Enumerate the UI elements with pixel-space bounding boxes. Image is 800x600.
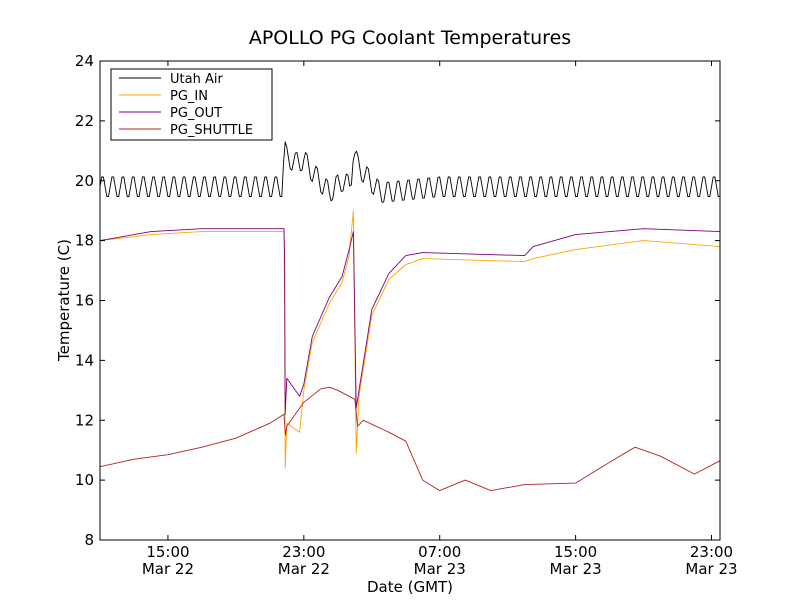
- x-tick-date-label: Mar 23: [414, 560, 466, 578]
- y-tick-label: 20: [75, 172, 94, 190]
- y-tick-label: 22: [75, 112, 94, 130]
- legend-label: PG_IN: [170, 89, 208, 104]
- x-tick-time-label: 15:00: [146, 543, 189, 561]
- legend-label: PG_SHUTTLE: [170, 123, 253, 138]
- x-tick-date-label: Mar 22: [278, 560, 330, 578]
- x-tick-time-label: 07:00: [418, 543, 461, 561]
- x-tick-date-label: Mar 22: [142, 560, 194, 578]
- series-line-utah-air: [99, 141, 720, 203]
- y-tick-label: 14: [75, 351, 94, 369]
- x-tick-time-label: 15:00: [554, 543, 597, 561]
- y-axis: 8 10 12 14 16 18 20 22 24: [75, 52, 720, 549]
- legend-label: Utah Air: [170, 72, 223, 87]
- y-tick-label: 12: [75, 411, 94, 429]
- x-tick-time-label: 23:00: [282, 543, 325, 561]
- y-tick-label: 24: [75, 52, 94, 70]
- legend: Utah Air PG_IN PG_OUT PG_SHUTTLE: [110, 68, 273, 141]
- y-tick-label: 16: [75, 292, 94, 310]
- y-tick-label: 8: [84, 531, 94, 549]
- x-tick-date-label: Mar 23: [550, 560, 602, 578]
- series-line-pg-out: [99, 228, 721, 415]
- series-line-pg-shuttle: [99, 386, 721, 492]
- legend-label: PG_OUT: [170, 106, 222, 121]
- y-tick-label: 10: [75, 471, 94, 489]
- x-tick-time-label: 23:00: [690, 543, 733, 561]
- legend-box: [110, 68, 273, 141]
- series-layer: [99, 141, 721, 492]
- chart-title: APOLLO PG Coolant Temperatures: [249, 27, 571, 49]
- y-tick-label: 18: [75, 232, 94, 250]
- y-axis-label: Temperature (C): [55, 239, 73, 362]
- x-tick-date-label: Mar 23: [685, 560, 737, 578]
- x-axis-label: Date (GMT): [367, 578, 453, 596]
